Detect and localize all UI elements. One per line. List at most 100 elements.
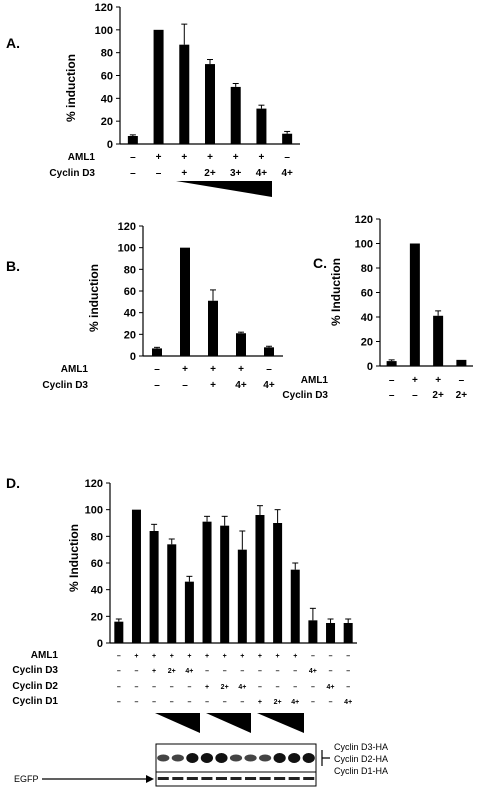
y-tick-label: 100 bbox=[355, 239, 373, 251]
condition-symbol: 4+ bbox=[185, 668, 193, 675]
condition-symbol: – bbox=[117, 699, 121, 706]
western-blot: Cyclin D3-HA Cyclin D2-HA Cyclin D1-HA EGFP bbox=[14, 742, 388, 787]
condition-symbol: + bbox=[259, 152, 265, 163]
condition-symbol: – bbox=[258, 668, 262, 675]
bar bbox=[149, 531, 159, 643]
panel-1: A. 0 20 40 60 80 100 120 % induction AML1 – + + + + + – C… bbox=[6, 2, 300, 197]
bar bbox=[152, 348, 162, 356]
condition-row-label: AML1 bbox=[68, 152, 96, 163]
condition-symbol: + bbox=[210, 364, 216, 375]
egfp-band bbox=[259, 777, 271, 780]
condition-symbol: 2+ bbox=[204, 168, 216, 179]
condition-symbol: – bbox=[311, 684, 315, 691]
condition-symbol: + bbox=[223, 653, 227, 660]
condition-symbol: 2+ bbox=[456, 390, 468, 401]
condition-symbol: – bbox=[170, 699, 174, 706]
egfp-band bbox=[230, 777, 242, 780]
condition-symbol: + bbox=[293, 653, 297, 660]
condition-symbol: – bbox=[182, 380, 188, 391]
condition-symbol: – bbox=[154, 364, 160, 375]
condition-symbol: – bbox=[346, 684, 350, 691]
condition-symbol: + bbox=[156, 152, 162, 163]
y-tick-label: 20 bbox=[124, 329, 136, 341]
blot-band-label: Cyclin D1-HA bbox=[334, 766, 388, 776]
bar bbox=[230, 86, 241, 144]
condition-row-label: Cyclin D3 bbox=[42, 380, 88, 391]
y-tick-label: 60 bbox=[91, 558, 103, 570]
y-tick-label: 40 bbox=[91, 585, 103, 597]
y-tick-label: 40 bbox=[361, 312, 373, 324]
egfp-band bbox=[215, 777, 227, 780]
condition-symbol: + bbox=[210, 380, 216, 391]
bar bbox=[343, 623, 353, 643]
y-tick-label: 80 bbox=[91, 531, 103, 543]
condition-row-label: Cyclin D3 bbox=[12, 665, 58, 676]
blot-band bbox=[186, 753, 199, 763]
condition-symbol: 4+ bbox=[291, 699, 299, 706]
bar bbox=[208, 300, 218, 356]
blot-band bbox=[171, 754, 184, 762]
condition-symbol: 2+ bbox=[168, 668, 176, 675]
y-tick-label: 60 bbox=[361, 288, 373, 300]
condition-symbol: – bbox=[117, 668, 121, 675]
condition-symbol: – bbox=[389, 390, 395, 401]
egfp-band bbox=[172, 777, 184, 780]
condition-symbol: – bbox=[117, 684, 121, 691]
bar bbox=[184, 581, 194, 643]
bar bbox=[256, 108, 267, 144]
condition-symbol: – bbox=[205, 699, 209, 706]
bar bbox=[202, 521, 212, 643]
condition-symbol: + bbox=[238, 364, 244, 375]
condition-symbol: 4+ bbox=[256, 168, 268, 179]
panel-letter: B. bbox=[6, 258, 20, 274]
bar bbox=[255, 515, 265, 643]
blot-bracket bbox=[321, 750, 330, 766]
condition-symbol: – bbox=[240, 668, 244, 675]
dose-wedge bbox=[176, 181, 272, 197]
bar bbox=[326, 623, 336, 643]
blot-band bbox=[200, 753, 214, 763]
condition-symbol: + bbox=[152, 653, 156, 660]
condition-symbol: – bbox=[412, 390, 418, 401]
bar bbox=[127, 136, 138, 144]
bar bbox=[386, 361, 397, 366]
y-axis-label: % Induction bbox=[67, 524, 81, 592]
bar bbox=[179, 44, 190, 144]
condition-symbol: 2+ bbox=[274, 699, 282, 706]
condition-symbol: – bbox=[276, 684, 280, 691]
bar bbox=[220, 525, 230, 643]
bar bbox=[409, 243, 420, 366]
y-tick-label: 120 bbox=[118, 221, 136, 233]
y-axis-label: % induction bbox=[87, 264, 101, 332]
egfp-band bbox=[303, 777, 315, 780]
panel-4: D. 0 20 40 60 80 100 120 % Induction AML1 – + + + + + + +… bbox=[6, 475, 388, 787]
condition-symbol: + bbox=[152, 668, 156, 675]
blot-band bbox=[229, 754, 243, 762]
panel-letter: D. bbox=[6, 475, 20, 491]
condition-symbol: – bbox=[223, 668, 227, 675]
condition-symbol: 4+ bbox=[235, 380, 247, 391]
condition-symbol: – bbox=[152, 684, 156, 691]
condition-symbol: + bbox=[435, 375, 441, 386]
condition-row-label: AML1 bbox=[31, 650, 59, 661]
condition-symbol: – bbox=[459, 375, 465, 386]
bar bbox=[237, 549, 247, 643]
condition-row-label: Cyclin D3 bbox=[282, 390, 328, 401]
dose-wedge bbox=[155, 713, 200, 733]
condition-symbol: – bbox=[266, 364, 272, 375]
condition-symbol: + bbox=[240, 653, 244, 660]
condition-symbol: + bbox=[205, 684, 209, 691]
condition-symbol: 4+ bbox=[238, 684, 246, 691]
y-tick-label: 100 bbox=[118, 243, 136, 255]
condition-symbol: + bbox=[258, 653, 262, 660]
condition-symbol: – bbox=[389, 375, 395, 386]
y-tick-label: 120 bbox=[355, 214, 373, 226]
bar bbox=[264, 347, 274, 356]
y-tick-label: 100 bbox=[95, 25, 113, 37]
condition-symbol: 4+ bbox=[309, 668, 317, 675]
blot-band bbox=[215, 753, 228, 763]
condition-row-label: AML1 bbox=[301, 375, 329, 386]
bar bbox=[236, 333, 246, 356]
panel-2: B. 0 20 40 60 80 100 120 % induction AML1 – + + + – Cyc… bbox=[6, 221, 283, 391]
